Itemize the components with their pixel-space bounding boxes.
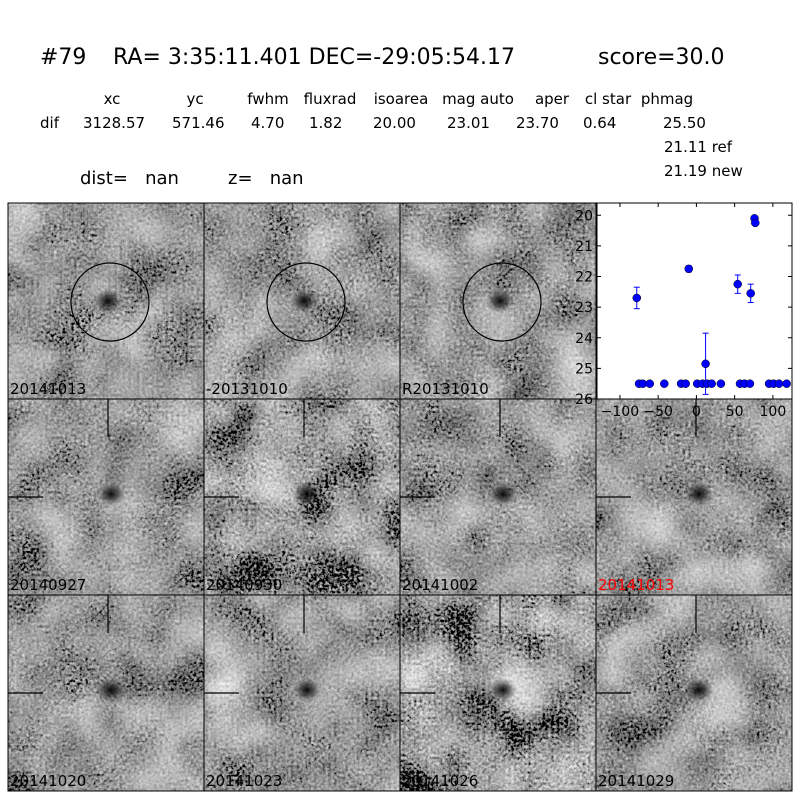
cell: 0.64 bbox=[583, 114, 616, 132]
point bbox=[660, 379, 669, 388]
col-header: mag auto bbox=[442, 90, 514, 108]
cell: 3128.57 bbox=[83, 114, 145, 132]
source-blob bbox=[685, 482, 713, 506]
aperture-circle bbox=[462, 262, 542, 342]
aperture-circle bbox=[266, 262, 346, 342]
panel-frame bbox=[595, 594, 793, 792]
point bbox=[751, 218, 760, 228]
panel-label: 20141029 bbox=[598, 772, 674, 790]
panel-label: 20141002 bbox=[402, 576, 478, 594]
y-tick-label: 25 bbox=[575, 361, 593, 377]
cell: 1.82 bbox=[309, 114, 342, 132]
panel-label: R20131010 bbox=[402, 380, 489, 398]
plot-frame bbox=[596, 202, 793, 400]
point bbox=[745, 379, 755, 388]
cell: 571.46 bbox=[172, 114, 225, 132]
source-blob bbox=[290, 289, 318, 313]
point bbox=[701, 359, 710, 369]
col-header: xc bbox=[104, 90, 121, 108]
source-blob bbox=[97, 482, 125, 506]
cell: 23.01 bbox=[447, 114, 490, 132]
aperture-circle bbox=[70, 262, 150, 342]
col-header: phmag bbox=[641, 90, 693, 108]
source-blob bbox=[489, 678, 517, 702]
col-header: fluxrad bbox=[304, 90, 357, 108]
source-blob bbox=[293, 482, 321, 506]
cand-id: #79 bbox=[40, 45, 86, 70]
panel-label: 20140930 bbox=[206, 576, 282, 594]
cell: 25.50 bbox=[663, 114, 706, 132]
source-blob bbox=[94, 289, 122, 313]
point bbox=[645, 379, 655, 388]
cell: 4.70 bbox=[251, 114, 284, 132]
score: score=30.0 bbox=[598, 45, 725, 70]
col-header: fwhm bbox=[247, 90, 288, 108]
point bbox=[707, 379, 716, 388]
point bbox=[716, 379, 726, 388]
point bbox=[746, 289, 755, 298]
point bbox=[681, 379, 690, 388]
col-header: aper bbox=[535, 90, 570, 108]
x-tick-label: −50 bbox=[643, 404, 673, 420]
cell: dif bbox=[40, 114, 60, 132]
col-header: isoarea bbox=[374, 90, 429, 108]
col-header: yc bbox=[186, 90, 203, 108]
col-header: cl star bbox=[585, 90, 632, 108]
x-tick-label: −100 bbox=[601, 404, 639, 420]
point bbox=[774, 379, 784, 388]
panel-label: 20141013 bbox=[598, 576, 674, 594]
panel-label: 20141026 bbox=[402, 772, 478, 790]
extra-mag: 21.19 new bbox=[664, 162, 743, 180]
panel-label: 20141020 bbox=[10, 772, 86, 790]
coords: RA= 3:35:11.401 DEC=-29:05:54.17 bbox=[113, 45, 515, 70]
y-tick-label: 22 bbox=[575, 270, 593, 286]
panel-label: -20131010 bbox=[206, 380, 288, 398]
cell: 20.00 bbox=[373, 114, 416, 132]
y-tick-label: 21 bbox=[575, 239, 593, 255]
extra-mag: 21.11 ref bbox=[664, 138, 733, 156]
source-blob bbox=[293, 678, 321, 702]
cell: 23.70 bbox=[516, 114, 559, 132]
source-blob bbox=[685, 678, 713, 702]
panel-label: 20141023 bbox=[206, 772, 282, 790]
source-blob bbox=[486, 289, 514, 313]
x-tick-label: 50 bbox=[726, 404, 744, 420]
panel-label: 20140927 bbox=[10, 576, 86, 594]
x-tick-label: 100 bbox=[760, 404, 787, 420]
z: z= nan bbox=[228, 168, 304, 189]
x-tick-label: 0 bbox=[692, 404, 701, 420]
point bbox=[733, 279, 742, 289]
y-tick-label: 23 bbox=[575, 300, 593, 316]
source-blob bbox=[97, 678, 125, 702]
y-tick-label: 20 bbox=[575, 208, 593, 224]
y-tick-label: 24 bbox=[575, 331, 593, 347]
point bbox=[684, 264, 694, 274]
point bbox=[632, 293, 642, 303]
point bbox=[782, 379, 791, 388]
plot-area bbox=[597, 203, 792, 399]
dist: dist= nan bbox=[80, 168, 179, 189]
panel-label: 20141013 bbox=[10, 380, 86, 398]
source-blob bbox=[489, 482, 517, 506]
y-tick-label: 26 bbox=[575, 392, 593, 408]
